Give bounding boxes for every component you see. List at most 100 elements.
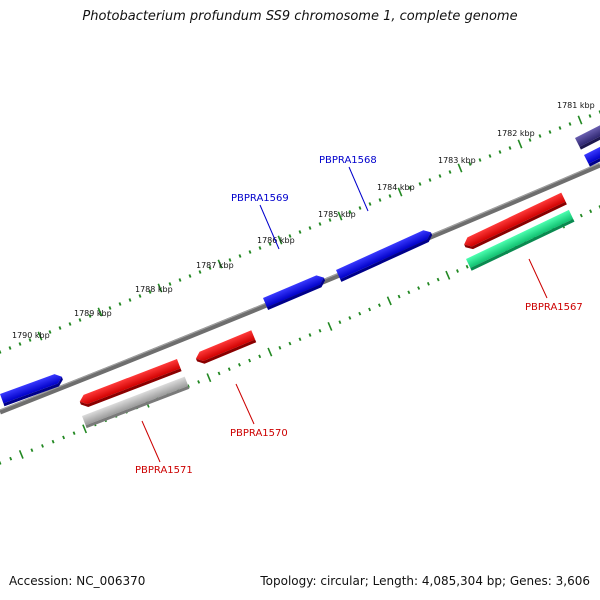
major-tick [82,424,88,434]
minor-tick [478,158,482,162]
minor-tick [426,281,430,286]
major-tick [577,115,583,125]
major-tick [157,283,163,293]
kbp-label: 1781 kbp [557,101,595,110]
major-tick [37,331,43,341]
minor-tick [0,461,2,465]
label-connector-pbpra1569 [259,204,280,250]
minor-tick [208,266,212,270]
minor-tick [528,138,532,142]
minor-tick [288,234,292,238]
minor-tick [0,350,2,354]
minor-tick [228,258,232,262]
gene-pbpra1568[interactable] [336,228,434,282]
gene-pbpra1567[interactable] [462,192,567,252]
minor-tick [148,290,152,294]
major-tick [206,373,212,383]
minor-tick [488,154,492,158]
minor-tick [438,174,442,178]
gene-label-pbpra1570[interactable]: PBPRA1570 [230,428,288,439]
minor-tick [58,326,62,330]
kbp-label: 1788 kbp [135,285,173,294]
minor-tick [118,302,122,306]
map-title: Photobacterium profundum SS9 chromosome … [82,9,518,24]
major-tick [97,307,103,317]
minor-tick [217,371,221,376]
label-connector-pbpra1568 [348,166,369,212]
minor-tick [378,198,382,202]
minor-tick [397,294,401,299]
gene-pbpra1571-pseudo[interactable] [82,376,190,429]
gene-pbpra1571[interactable] [78,359,182,409]
minor-tick [407,290,411,295]
minor-tick [41,444,44,448]
minor-tick [48,330,52,334]
minor-tick [338,320,342,325]
minor-tick [428,178,432,182]
minor-tick [436,277,440,282]
major-tick [277,235,283,245]
kbp-label: 1787 kbp [196,261,234,270]
gene-label-pbpra1569[interactable]: PBPRA1569 [231,193,289,204]
major-tick [337,211,343,221]
gene-pbpra1567-rna[interactable] [466,209,575,271]
minor-tick [318,222,322,226]
minor-tick [538,134,542,138]
minor-tick [298,337,302,342]
gene-label-pbpra1567[interactable]: PBPRA1567 [525,302,583,313]
gene-unlabeled-forward-left[interactable] [0,372,65,407]
minor-tick [30,448,34,453]
major-tick [445,270,451,280]
minor-tick [72,431,76,435]
major-tick [217,259,223,269]
gene-label-pbpra1571[interactable]: PBPRA1571 [135,465,193,476]
minor-tick [418,182,422,186]
genome-summary-text: Topology: circular; Length: 4,085,304 bp… [260,574,590,588]
major-tick [327,321,333,331]
minor-tick [237,363,241,367]
minor-tick [368,202,372,206]
major-tick [397,187,403,197]
minor-tick [227,367,231,371]
minor-tick [278,345,282,350]
label-connector-pbpra1570 [235,383,255,425]
minor-tick [108,306,112,310]
major-tick [457,163,463,173]
minor-tick [18,342,22,346]
minor-tick [188,274,192,278]
major-tick [517,139,523,149]
gene-label-pbpra1568[interactable]: PBPRA1568 [319,155,377,166]
minor-tick [558,126,562,130]
minor-tick [248,358,252,363]
minor-tick [62,435,66,440]
minor-tick [388,194,392,198]
gene-pbpra1570[interactable] [194,330,257,366]
kbp-label: 1785 kbp [318,210,356,219]
minor-tick [168,282,172,286]
minor-tick [88,314,92,318]
minor-tick [198,270,202,274]
minor-tick [318,328,322,333]
minor-tick [358,311,362,316]
kbp-label: 1784 kbp [377,183,415,192]
minor-tick [348,210,352,214]
minor-tick [258,354,262,359]
minor-tick [588,114,592,118]
minor-tick [138,294,142,298]
minor-tick [498,150,502,154]
minor-tick [328,218,332,222]
minor-tick [288,341,292,346]
gene-pbpra1569[interactable] [263,273,327,310]
major-tick [386,296,392,306]
outer-coordinate-track [0,110,600,354]
minor-tick [456,269,459,273]
kbp-label: 1790 kbp [12,331,50,340]
minor-tick [348,316,352,320]
kbp-label: 1789 kbp [74,309,112,318]
gene-unlabeled-dark[interactable] [575,119,600,150]
minor-tick [308,226,312,230]
minor-tick [508,146,512,150]
minor-tick [468,162,472,166]
minor-tick [51,439,55,444]
